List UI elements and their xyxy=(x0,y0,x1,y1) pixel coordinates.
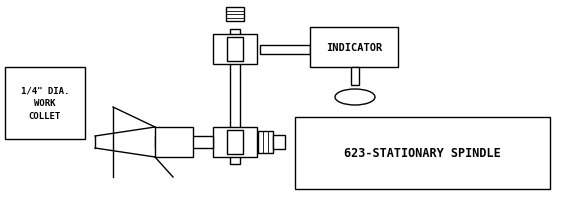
Bar xyxy=(5,68,85,139)
Bar xyxy=(213,35,257,65)
Ellipse shape xyxy=(335,90,375,105)
Bar xyxy=(155,136,213,148)
Bar xyxy=(227,38,243,62)
Bar xyxy=(260,46,310,55)
Text: INDICATOR: INDICATOR xyxy=(326,43,382,53)
Bar xyxy=(213,127,257,157)
Text: 1/4" DIA.
WORK
COLLET: 1/4" DIA. WORK COLLET xyxy=(21,87,69,121)
Text: 623-STATIONARY SPINDLE: 623-STATIONARY SPINDLE xyxy=(344,147,501,160)
Bar xyxy=(273,135,285,149)
Bar xyxy=(155,127,193,157)
Bar xyxy=(295,117,550,189)
Bar xyxy=(258,131,273,153)
Bar xyxy=(351,68,359,85)
Bar xyxy=(226,8,244,22)
Bar xyxy=(227,130,243,154)
Bar xyxy=(310,28,398,68)
Bar xyxy=(230,30,240,164)
